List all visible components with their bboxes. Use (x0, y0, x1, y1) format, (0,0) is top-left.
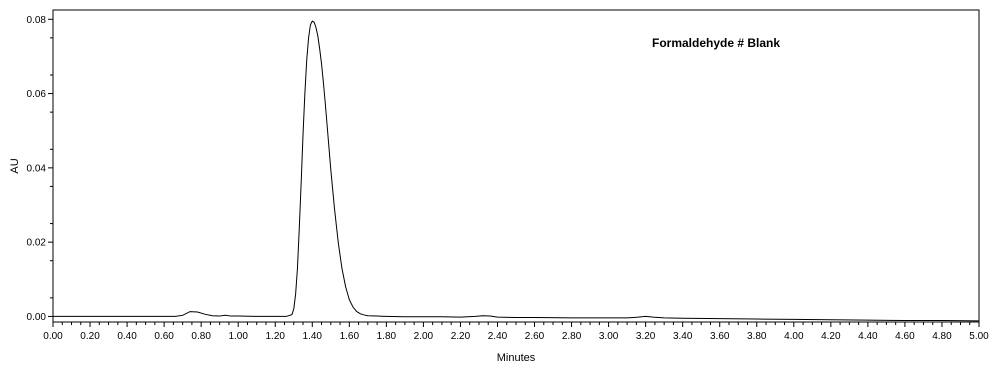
x-tick-label: 2.60 (525, 331, 545, 342)
x-tick-label: 3.80 (747, 331, 767, 342)
x-tick-label: 4.60 (895, 331, 915, 342)
y-tick-label: 0.08 (27, 15, 47, 26)
x-axis: 0.00 0.20 0.40 0.60 0.80 1.00 1.20 1.40 1.60 1.80… (43, 322, 989, 342)
x-tick-label: 3.40 (673, 331, 693, 342)
x-tick-label: 1.40 (303, 331, 323, 342)
x-tick-label: 2.00 (414, 331, 434, 342)
x-tick-label: 0.60 (154, 331, 174, 342)
chart-annotation: Formaldehyde # Blank (652, 36, 780, 50)
y-tick-label: 0.06 (27, 89, 47, 100)
x-tick-label: 4.00 (784, 331, 804, 342)
x-tick-label: 5.00 (969, 331, 989, 342)
x-tick-label: 4.20 (821, 331, 841, 342)
x-tick-label: 0.80 (191, 331, 211, 342)
y-axis: 0.00 0.02 0.04 0.06 0.08 (27, 15, 53, 323)
x-axis-title: Minutes (497, 352, 536, 364)
x-tick-label: 2.80 (562, 331, 582, 342)
x-tick-label: 3.00 (599, 331, 619, 342)
x-tick-label: 0.00 (43, 331, 63, 342)
y-axis-title: AU (9, 158, 21, 173)
x-tick-label: 1.60 (340, 331, 360, 342)
x-tick-label: 0.40 (117, 331, 137, 342)
x-tick-label: 4.80 (932, 331, 952, 342)
x-tick-label: 2.40 (488, 331, 508, 342)
x-tick-label: 1.00 (228, 331, 248, 342)
x-tick-label: 3.60 (710, 331, 730, 342)
y-tick-label: 0.02 (27, 238, 47, 249)
y-tick-label: 0.04 (27, 163, 47, 174)
x-tick-label: 4.40 (858, 331, 878, 342)
plot-frame (52, 9, 980, 323)
x-tick-label: 1.20 (266, 331, 286, 342)
y-tick-label: 0.00 (27, 312, 47, 323)
x-tick-label: 1.80 (377, 331, 397, 342)
x-tick-label: 2.20 (451, 331, 471, 342)
x-tick-label: 3.20 (636, 331, 656, 342)
x-tick-label: 0.20 (80, 331, 100, 342)
chromatogram-trace (53, 20, 980, 322)
